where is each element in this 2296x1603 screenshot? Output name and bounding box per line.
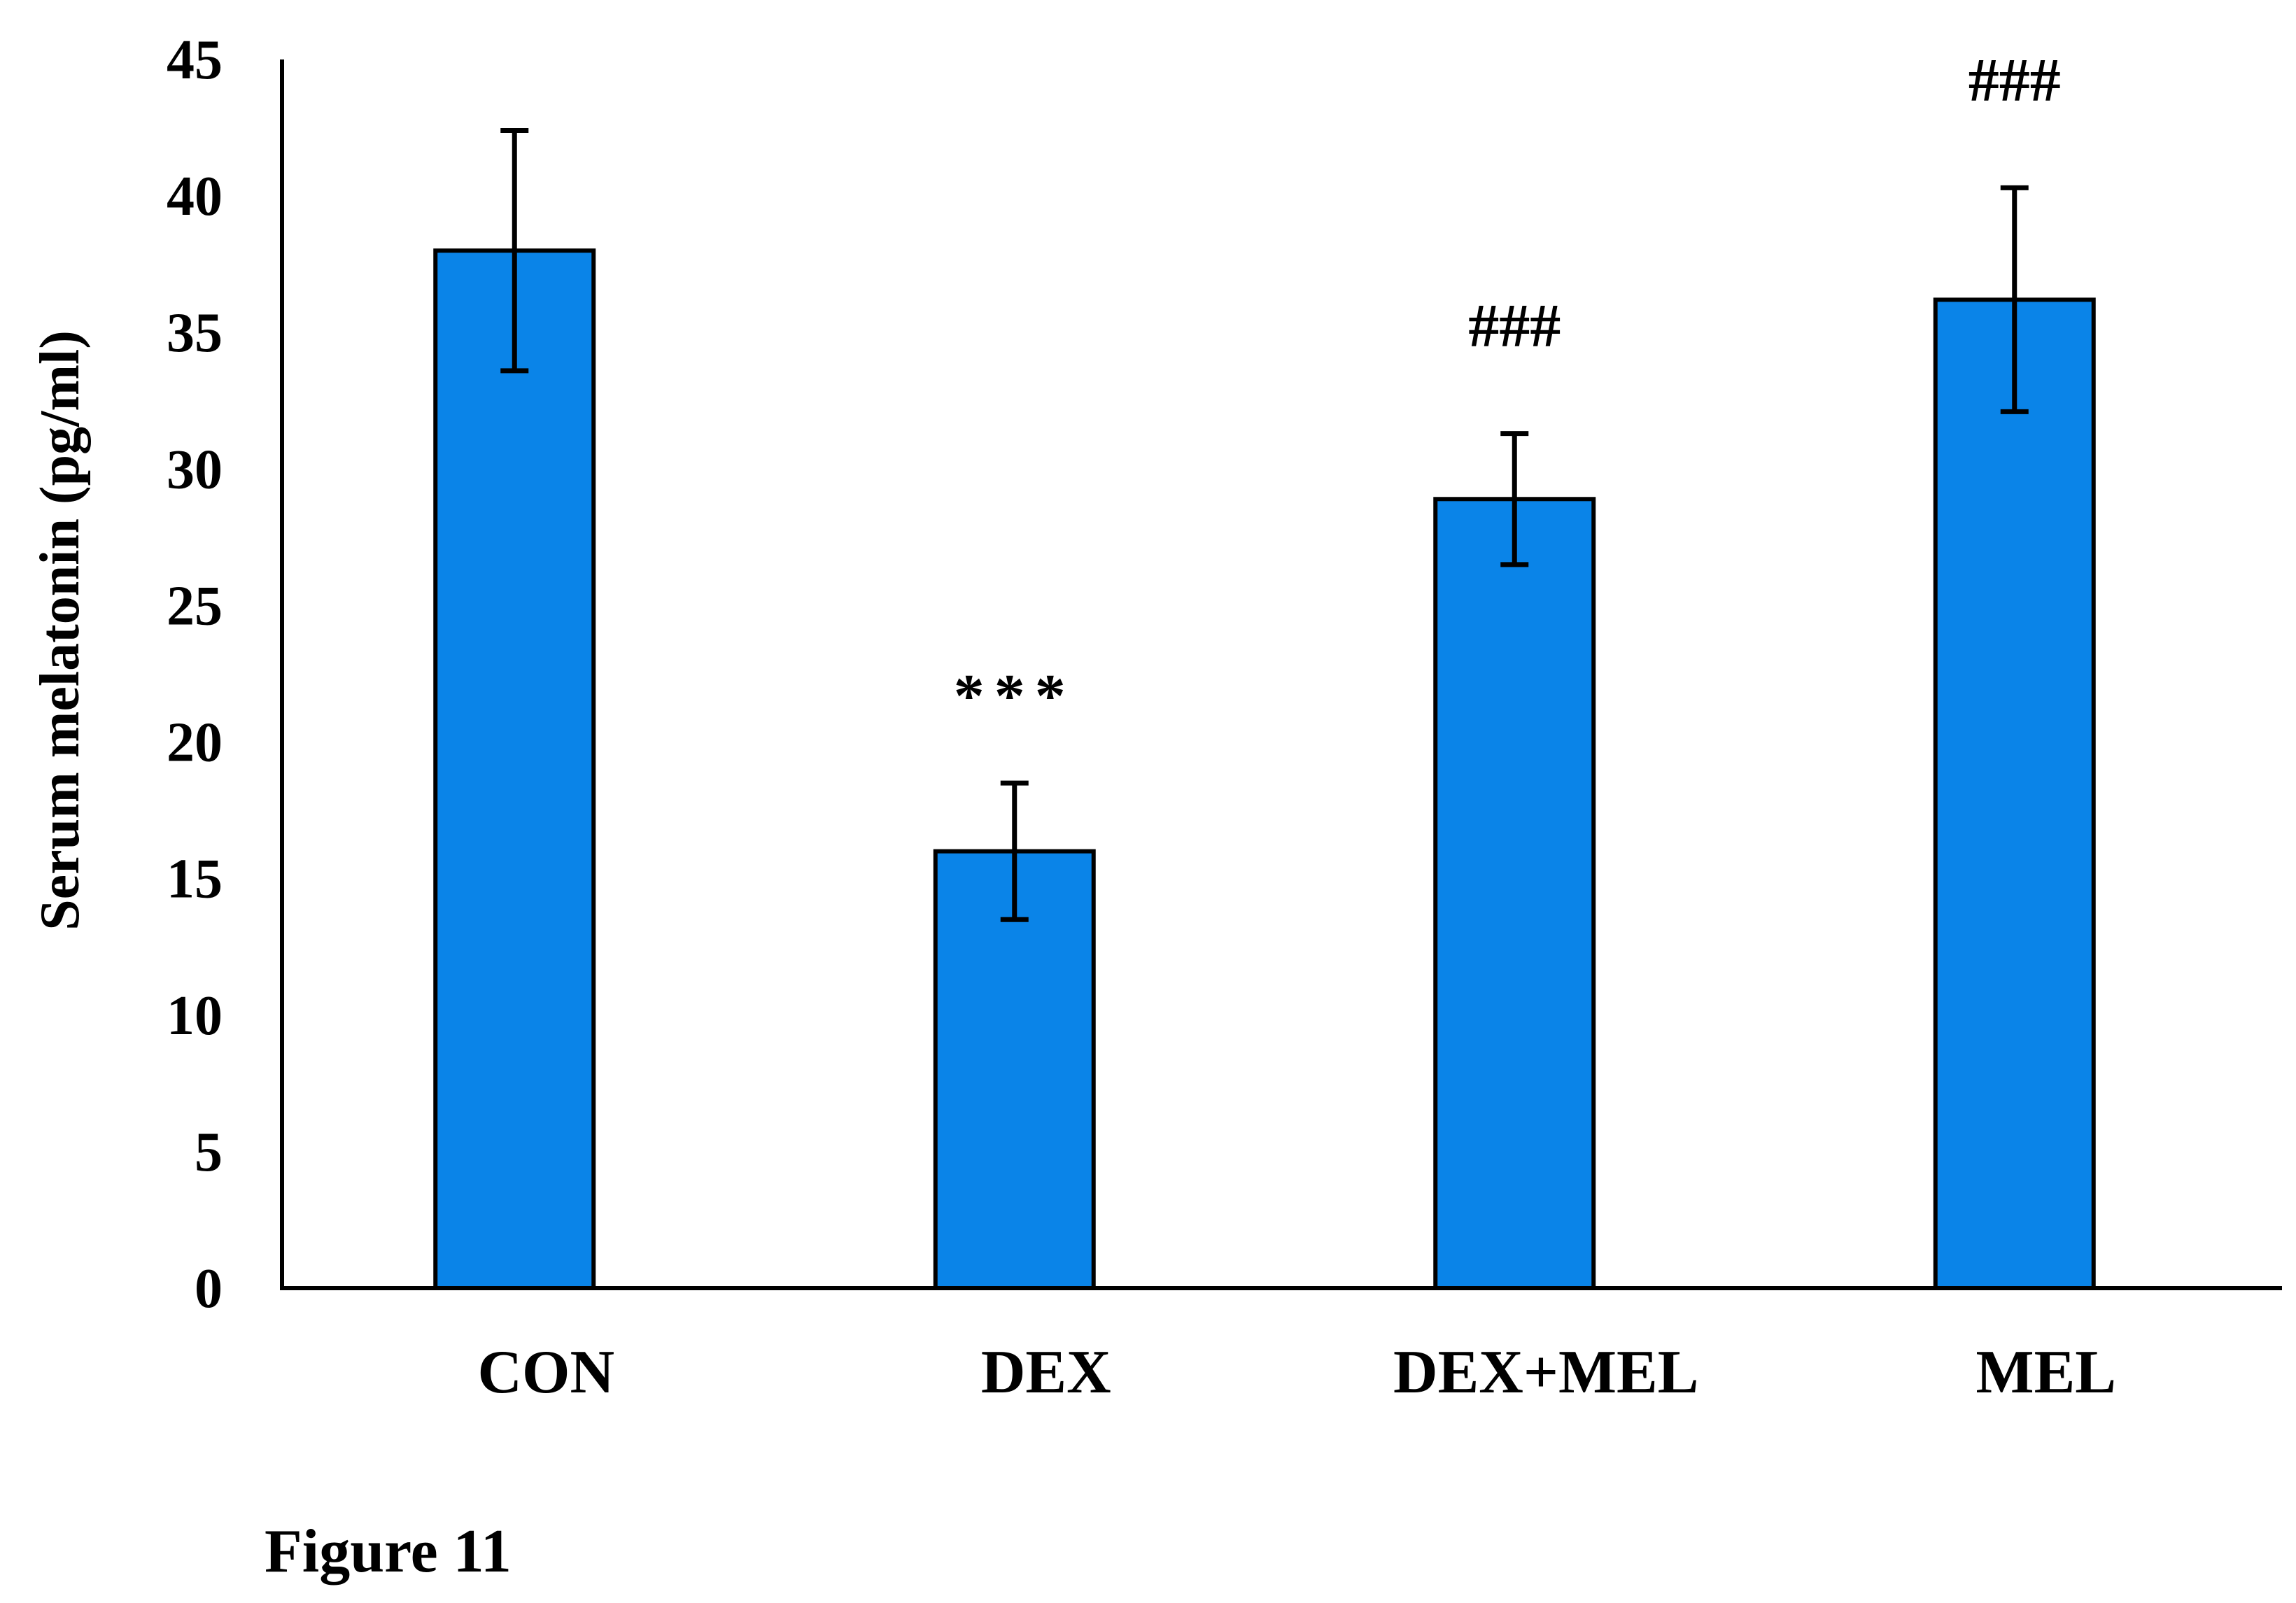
x-tick-label: CON (477, 1339, 614, 1406)
y-tick-label: 10 (167, 985, 223, 1047)
y-tick-label: 15 (167, 849, 223, 910)
y-tick-label: 30 (167, 439, 223, 500)
y-tick-label: 35 (167, 302, 223, 364)
x-tick-label: DEX (981, 1339, 1111, 1406)
figure-caption: Figure 11 (265, 1518, 512, 1586)
significance-label: ### (1968, 46, 2061, 114)
annotations-group: *** ### ### (954, 46, 2061, 730)
bar-con (433, 248, 596, 1291)
bar-mel (1933, 297, 2096, 1291)
y-axis-title: Serum melatonin (pg/ml) (29, 330, 91, 931)
y-tick-label: 40 (167, 166, 223, 227)
bar-dex (933, 849, 1096, 1290)
x-tick-label: DEX+MEL (1393, 1339, 1698, 1406)
y-tick-label: 45 (167, 29, 223, 91)
error-bars-group (500, 127, 2029, 922)
y-tick-label: 5 (195, 1122, 223, 1183)
x-tick-label: MEL (1976, 1339, 2116, 1406)
bar-dex-mel (1433, 497, 1596, 1290)
bars-group (433, 248, 2096, 1291)
y-tick-label: 20 (167, 712, 223, 774)
y-tick-label: 25 (167, 575, 223, 637)
y-tick-labels: 0 5 10 15 20 25 30 35 40 45 (167, 29, 223, 1320)
x-tick-labels: CON DEX DEX+MEL MEL (477, 1339, 2116, 1406)
significance-label: ### (1468, 292, 1561, 360)
significance-label: *** (954, 663, 1076, 730)
y-tick-label: 0 (195, 1258, 223, 1320)
